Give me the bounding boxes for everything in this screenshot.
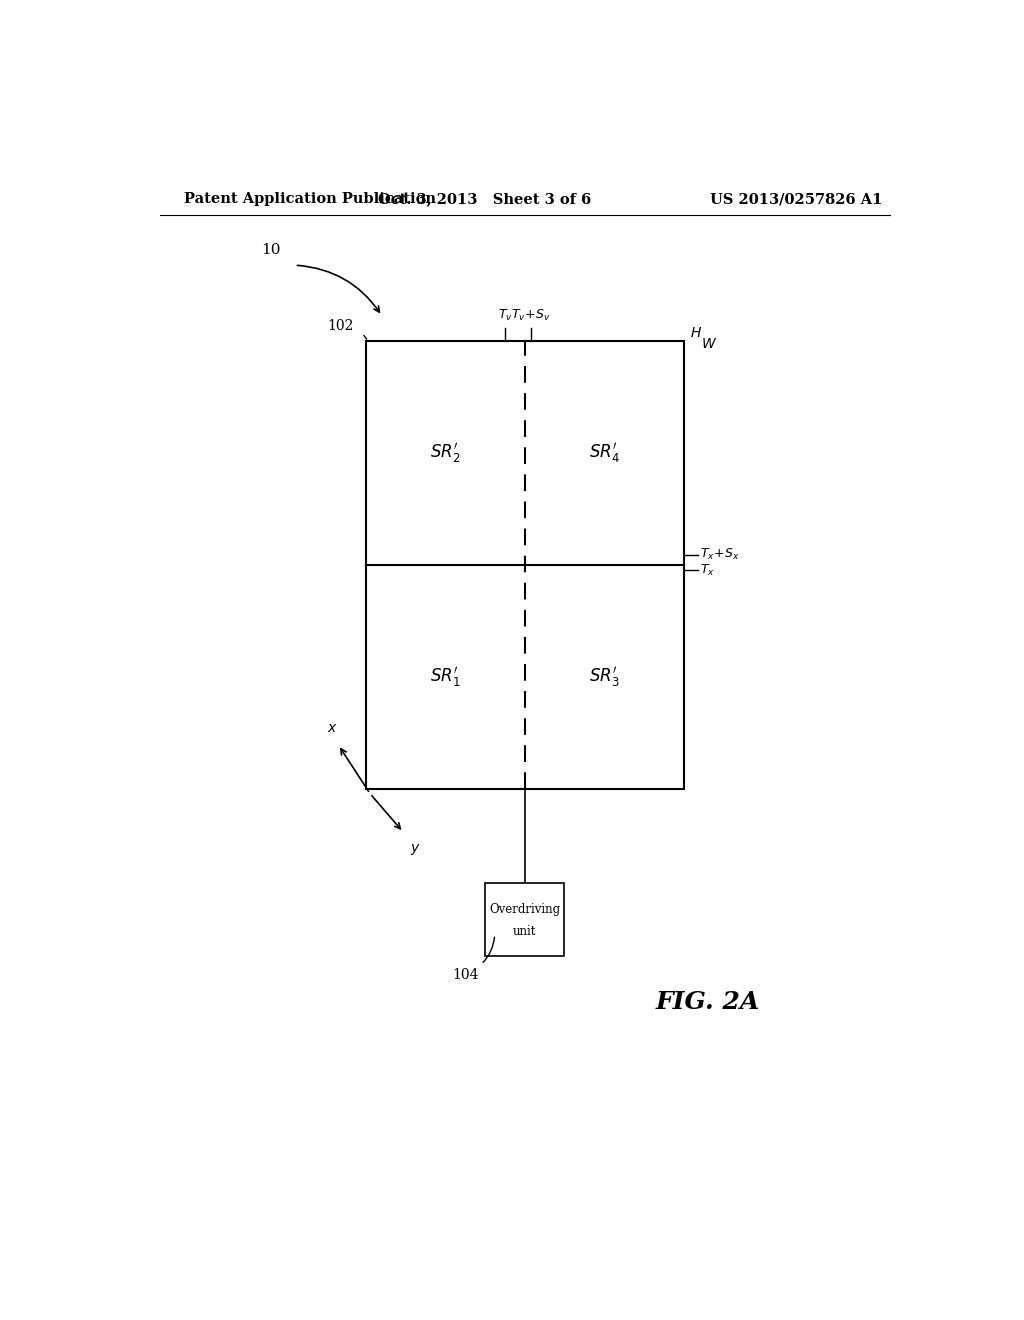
Text: $SR_2'$: $SR_2'$ [430, 441, 461, 465]
Text: unit: unit [513, 925, 537, 939]
Text: 104: 104 [453, 969, 479, 982]
Text: FIG. 2A: FIG. 2A [655, 990, 760, 1014]
Text: $SR_4'$: $SR_4'$ [589, 441, 620, 465]
Bar [367, 342, 684, 788]
Text: $SR_1'$: $SR_1'$ [430, 665, 461, 689]
Text: 10: 10 [261, 243, 281, 257]
Text: $T_x$: $T_x$ [700, 562, 715, 578]
Text: $T_v$: $T_v$ [498, 308, 512, 323]
Text: 102: 102 [328, 319, 354, 333]
Text: Oct. 3, 2013   Sheet 3 of 6: Oct. 3, 2013 Sheet 3 of 6 [379, 191, 592, 206]
Text: $y$: $y$ [410, 842, 421, 858]
Text: Patent Application Publication: Patent Application Publication [183, 191, 435, 206]
Text: $W$: $W$ [701, 338, 717, 351]
Text: $SR_3'$: $SR_3'$ [589, 665, 620, 689]
Text: $H$: $H$ [690, 326, 701, 341]
Text: $x$: $x$ [327, 721, 337, 735]
Text: $T_v\!+\!S_v$: $T_v\!+\!S_v$ [511, 308, 551, 323]
Bar [485, 883, 564, 956]
Text: Overdriving: Overdriving [489, 903, 560, 916]
Text: $T_x\!+\!S_x$: $T_x\!+\!S_x$ [700, 548, 739, 562]
Text: US 2013/0257826 A1: US 2013/0257826 A1 [710, 191, 882, 206]
